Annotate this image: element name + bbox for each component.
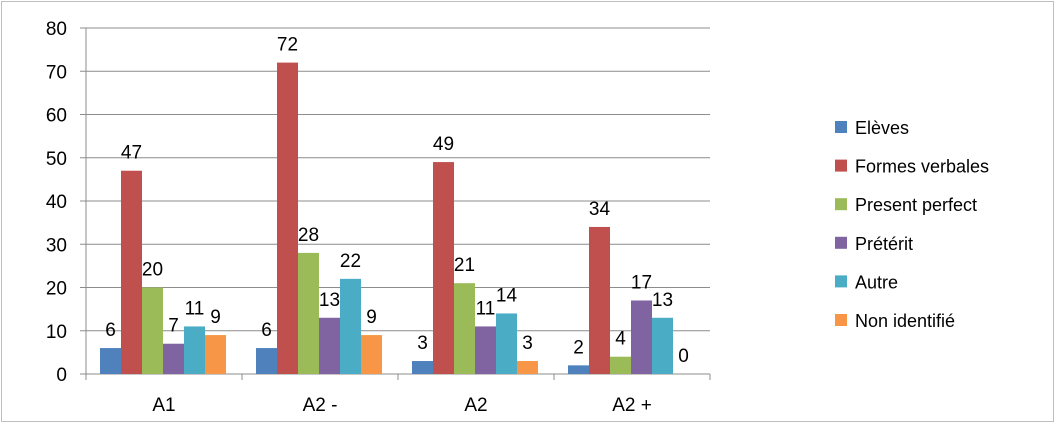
- bar-a2minus-series-4: [340, 278, 361, 374]
- data-label: 3: [522, 333, 533, 354]
- legend-swatch: [835, 159, 847, 172]
- legend-swatch: [835, 275, 847, 288]
- y-tick-label: 10: [46, 322, 67, 343]
- y-tick-label: 70: [46, 62, 67, 83]
- data-label: 13: [652, 290, 673, 311]
- bar-a2minus-series-3: [319, 317, 340, 374]
- bar-a2plus-series-1: [589, 226, 610, 374]
- legend-label: Prétérit: [855, 234, 913, 254]
- bar-a1-series-4: [184, 326, 205, 374]
- data-label: 4: [615, 329, 626, 350]
- data-label: 7: [168, 316, 179, 337]
- x-tick-label: A2 +: [612, 395, 652, 416]
- legend-swatch: [835, 121, 847, 133]
- data-label: 34: [589, 199, 611, 220]
- data-label: 14: [496, 285, 518, 306]
- x-tick-label: A2 -: [303, 395, 338, 416]
- y-tick-label: 80: [46, 19, 67, 40]
- y-tick-label: 20: [46, 279, 67, 300]
- bar-a2minus-series-1: [277, 62, 298, 374]
- data-label: 11: [476, 298, 496, 319]
- bar-a2plus-series-2: [610, 356, 631, 374]
- bar-a1-series-1: [121, 170, 142, 374]
- data-label: 6: [261, 320, 272, 341]
- bar-a2-series-3: [475, 326, 496, 374]
- data-label: 17: [631, 272, 652, 293]
- data-label: 9: [210, 307, 221, 328]
- data-label: 22: [340, 251, 361, 272]
- y-tick-label: 0: [56, 365, 67, 386]
- legend-label: Autre: [855, 272, 898, 292]
- bar-a1-series-2: [142, 287, 163, 374]
- x-tick-label: A2: [464, 395, 487, 416]
- bar-a2minus-series-0: [256, 348, 277, 374]
- legend-swatch: [835, 314, 847, 326]
- data-label: 28: [298, 225, 319, 246]
- data-label: 11: [185, 298, 205, 319]
- bar-a1-series-0: [100, 348, 121, 374]
- legend-swatch: [835, 236, 847, 249]
- data-label: 49: [433, 134, 454, 155]
- bar-a1-series-5: [205, 335, 226, 374]
- bar-a2minus-series-2: [298, 252, 319, 374]
- y-tick-label: 30: [46, 235, 67, 256]
- data-label: 9: [366, 307, 377, 328]
- bar-a2-series-0: [412, 361, 433, 374]
- bar-a2minus-series-5: [361, 335, 382, 374]
- bar-a1-series-3: [163, 343, 184, 374]
- data-label: 6: [105, 320, 116, 341]
- data-label: 47: [121, 143, 142, 164]
- legend-label: Present perfect: [855, 195, 977, 215]
- y-tick-label: 50: [46, 149, 67, 170]
- data-label: 20: [142, 260, 163, 281]
- bar-a2-series-1: [433, 162, 454, 374]
- data-label: 3: [417, 333, 428, 354]
- legend-label: Formes verbales: [855, 157, 989, 177]
- x-tick-label: A1: [152, 395, 175, 416]
- bar-a2-series-2: [454, 283, 475, 374]
- y-tick-label: 40: [46, 192, 67, 213]
- data-label: 2: [573, 337, 584, 358]
- legend-label: Elèves: [855, 118, 909, 138]
- bar-a2-series-4: [496, 313, 517, 374]
- bar-a2-series-5: [517, 361, 538, 374]
- bar-a2plus-series-0: [568, 365, 589, 374]
- data-label: 21: [454, 255, 475, 276]
- legend-swatch: [835, 198, 847, 211]
- data-label: 0: [678, 346, 689, 367]
- data-label: 72: [277, 35, 298, 56]
- bar-a2plus-series-4: [652, 317, 673, 374]
- y-tick-label: 60: [46, 106, 67, 127]
- bar-a2plus-series-3: [631, 300, 652, 374]
- data-label: 13: [319, 290, 340, 311]
- legend-label: Non identifié: [855, 311, 955, 331]
